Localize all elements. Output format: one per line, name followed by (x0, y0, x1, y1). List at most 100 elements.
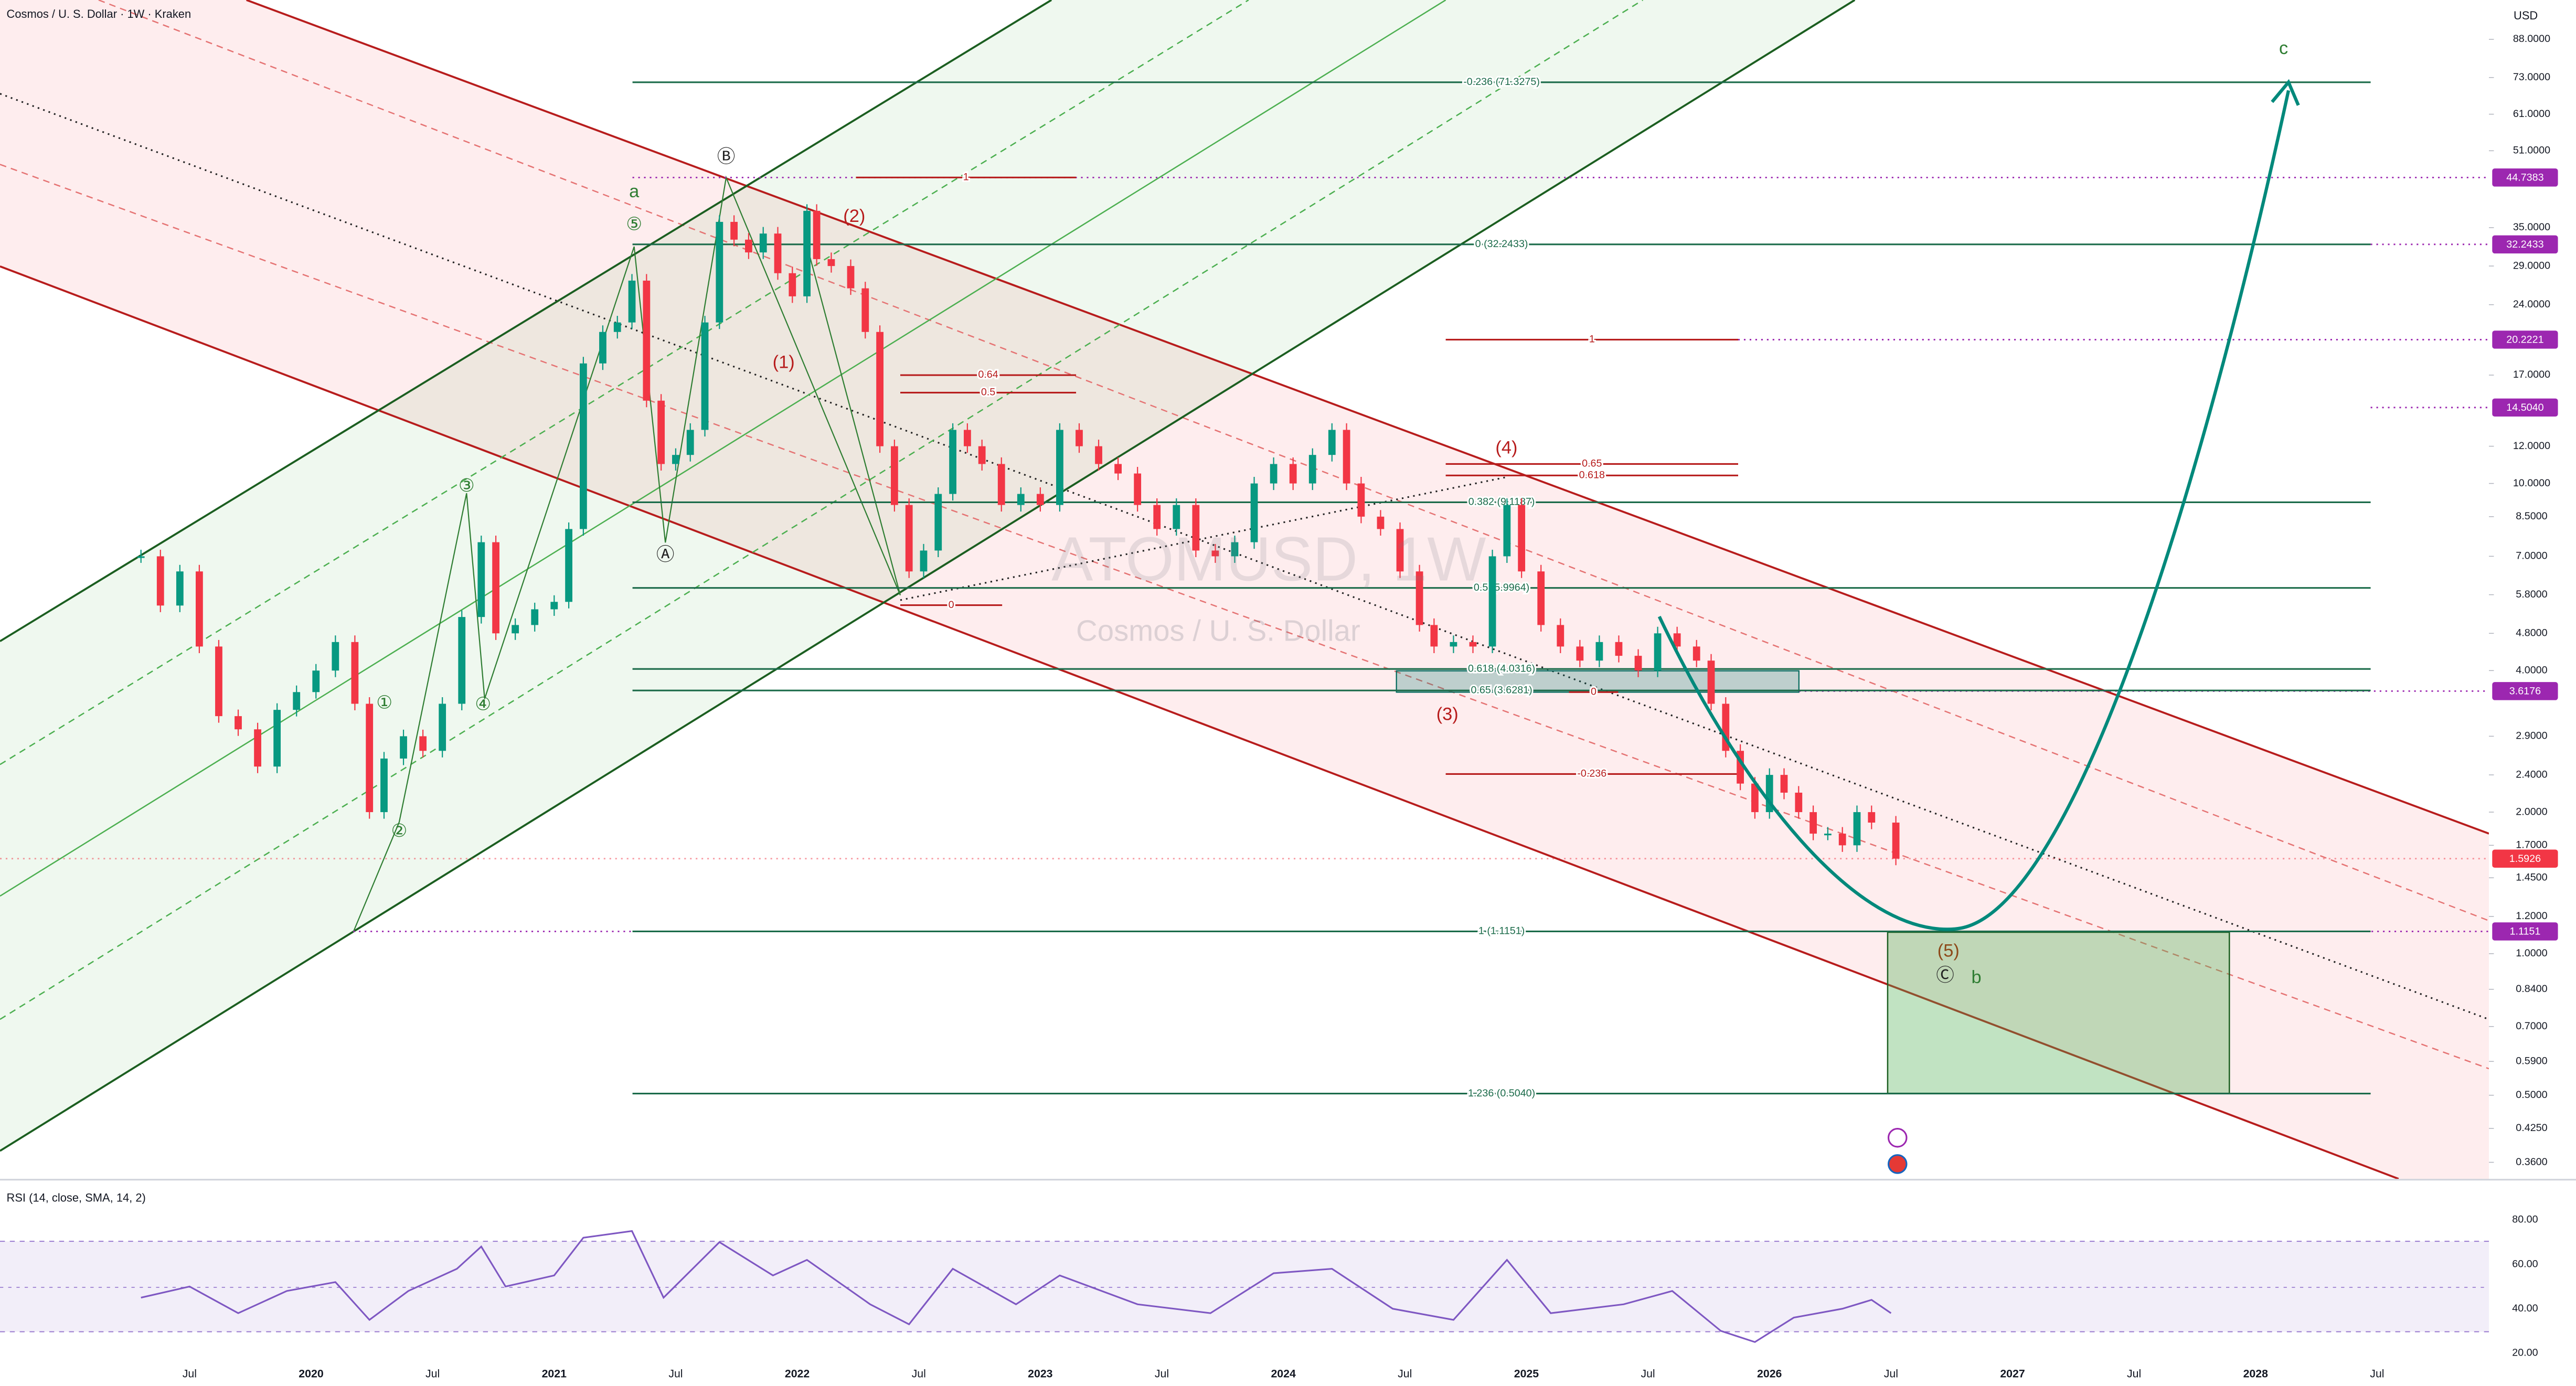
candle-body (813, 210, 821, 259)
price-tick-label: 51.0000 (2513, 145, 2550, 156)
candle-body (1328, 430, 1336, 455)
price-tag-label: 1.5926 (2509, 853, 2541, 865)
candle-body (613, 322, 621, 332)
time-tick-label: Jul (1884, 1368, 1898, 1380)
candle-body (1211, 550, 1219, 557)
time-tick-label: 2025 (1514, 1368, 1539, 1380)
candle-body (1076, 430, 1083, 446)
axes: 88.0000 73.0000 61.0000 51.0000 35.0000 29.00… (183, 33, 2558, 1380)
wave-label: ④ (475, 695, 491, 715)
wave-label: ① (376, 692, 392, 712)
candle-body (137, 556, 145, 558)
candle-body (332, 642, 339, 671)
candle-body (774, 233, 782, 273)
candle-body (1469, 642, 1477, 647)
price-tick-label: 12.0000 (2513, 440, 2550, 452)
time-tick-label: Jul (1398, 1368, 1412, 1380)
candle-body (1250, 483, 1258, 542)
candle-body (1576, 646, 1584, 661)
candle-body (1707, 660, 1715, 704)
candle-body (1503, 505, 1511, 557)
price-tick-label: 73.0000 (2513, 71, 2550, 83)
candle-body (905, 505, 913, 572)
candle-body (1289, 464, 1297, 484)
candle-body (934, 494, 942, 551)
channel-mid-line (0, 0, 1644, 1020)
channel-mid-line (0, 0, 1446, 897)
candle-body (1780, 775, 1788, 793)
fib-label: 0 (1591, 686, 1596, 697)
fib-label: 0.64 (978, 369, 998, 380)
price-tick-label: 5.8000 (2516, 589, 2547, 600)
price-tag (2492, 682, 2558, 700)
fib-label: 0.65 (3.6281) (1471, 684, 1532, 696)
time-tick-label: Jul (1641, 1368, 1655, 1380)
time-tick-label: 2026 (1757, 1368, 1782, 1380)
price-tick-label: 7.0000 (2516, 550, 2547, 562)
wave-label: (4) (1495, 438, 1517, 458)
candle-body (1824, 834, 1832, 836)
price-tick-label: 88.0000 (2513, 33, 2550, 45)
candle-body (1377, 516, 1385, 529)
fib-label: 0 (949, 599, 954, 611)
candle-body (1868, 812, 1876, 823)
fib-label: 0.65 (1582, 458, 1602, 470)
candle-body (628, 280, 636, 323)
candle-body (1595, 642, 1603, 661)
wave-label: (3) (1436, 704, 1459, 724)
channel-mid-line (98, 0, 2489, 922)
price-tick-label: 0.4250 (2516, 1122, 2547, 1134)
watermark-ticker: ATOMUSD, 1W (1051, 524, 1486, 594)
wave-label: ③ (459, 476, 475, 496)
candle-body (312, 670, 320, 692)
time-tick-label: 2027 (2000, 1368, 2025, 1380)
candle-body (579, 363, 587, 529)
candle-body (1134, 473, 1142, 505)
support-zone (1396, 670, 1800, 693)
candle-body (351, 642, 359, 704)
fib-label: 0.618 (1579, 470, 1605, 481)
price-tag-label: 14.5040 (2506, 402, 2543, 413)
rsi-tick-label: 60.00 (2512, 1258, 2538, 1270)
price-tick-label: 17.0000 (2513, 369, 2550, 380)
candle-body (1017, 494, 1025, 505)
price-tick-label: 0.5000 (2516, 1089, 2547, 1101)
candle-body (920, 550, 928, 572)
wave-label: a (629, 182, 640, 201)
candle-body (196, 571, 203, 647)
candle-body (686, 430, 694, 455)
price-tag (2492, 398, 2558, 417)
wave-label: (1) (773, 353, 795, 372)
candle-body (1114, 464, 1122, 474)
wave-label: b (1971, 967, 1981, 987)
rsi-band (0, 1241, 2489, 1332)
event-icon[interactable] (1887, 1154, 1908, 1174)
wave-label: (2) (843, 206, 865, 226)
candle-body (963, 430, 971, 446)
candle-body (293, 692, 301, 710)
candle-body (997, 464, 1005, 505)
candle-body (512, 625, 519, 634)
price-tick-label: 0.5900 (2516, 1055, 2547, 1067)
candle-body (215, 646, 222, 717)
candle-body (1488, 556, 1496, 647)
fib-label: 0.5 (5.9964) (1474, 582, 1529, 593)
time-tick-label: 2028 (2243, 1368, 2269, 1380)
time-tick-label: Jul (1155, 1368, 1169, 1380)
candle-body (1537, 571, 1545, 625)
fib-label: 1.236 (0.5040) (1468, 1088, 1535, 1099)
candle-body (1430, 625, 1438, 647)
price-tag (2492, 922, 2558, 941)
currency-label: USD (2514, 9, 2538, 22)
candle-body (565, 529, 572, 602)
event-icon[interactable] (1887, 1127, 1908, 1148)
price-tick-label: 0.8400 (2516, 983, 2547, 995)
fib-label: 1 (963, 172, 969, 183)
wave-label: ② (391, 821, 407, 841)
price-tick-label: 4.8000 (2516, 627, 2547, 638)
target-zone (1887, 931, 2230, 1094)
candle-body (745, 239, 752, 253)
